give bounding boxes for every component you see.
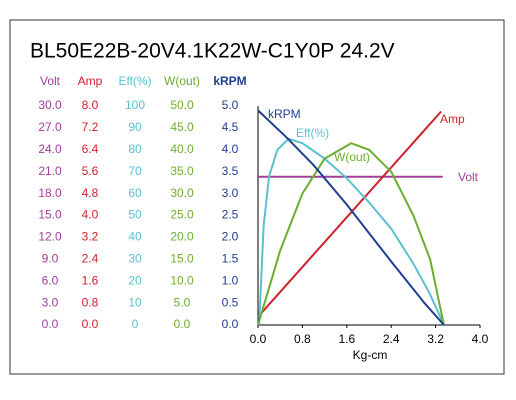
y-tick-label: 30.0 <box>38 98 62 112</box>
y-tick-label: 2.5 <box>222 208 239 222</box>
y-tick-label: 0.0 <box>82 317 99 331</box>
curve-label: W(out) <box>334 150 370 164</box>
curve-label: Amp <box>440 112 465 126</box>
x-tick-label: 1.6 <box>338 332 355 346</box>
x-tick-label: 2.4 <box>383 332 400 346</box>
x-tick-label: 3.2 <box>427 332 444 346</box>
y-tick-label: 40.0 <box>170 142 194 156</box>
y-tick-label: 7.2 <box>82 120 99 134</box>
x-tick-label: 0.8 <box>294 332 311 346</box>
y-tick-label: 3.5 <box>222 164 239 178</box>
curve-label: Eff(%) <box>296 126 329 140</box>
y-tick-label: 0.5 <box>222 295 239 309</box>
y-tick-label: 5.0 <box>174 295 191 309</box>
y-tick-label: 20 <box>128 273 142 287</box>
axis-header: W(out) <box>164 74 200 88</box>
y-tick-label: 70 <box>128 164 142 178</box>
y-tick-label: 12.0 <box>38 230 62 244</box>
y-tick-label: 90 <box>128 120 142 134</box>
y-tick-label: 0.8 <box>82 295 99 309</box>
y-tick-label: 0.0 <box>222 317 239 331</box>
y-tick-label: 3.0 <box>42 295 59 309</box>
x-axis-label: Kg-cm <box>353 348 388 362</box>
y-tick-label: 4.5 <box>222 120 239 134</box>
y-tick-label: 45.0 <box>170 120 194 134</box>
y-tick-label: 10 <box>128 295 142 309</box>
y-tick-label: 4.8 <box>82 186 99 200</box>
x-tick-label: 0.0 <box>250 332 267 346</box>
y-tick-label: 0.0 <box>174 317 191 331</box>
y-tick-label: 3.0 <box>222 186 239 200</box>
y-tick-label: 30.0 <box>170 186 194 200</box>
frame <box>9 19 505 375</box>
y-tick-label: 50.0 <box>170 98 194 112</box>
y-tick-label: 1.6 <box>82 273 99 287</box>
axis-header: Eff(%) <box>118 74 151 88</box>
y-tick-label: 2.0 <box>222 230 239 244</box>
curve-label: Volt <box>458 170 479 184</box>
y-tick-label: 40 <box>128 230 142 244</box>
y-tick-label: 15.0 <box>38 208 62 222</box>
chart-title: BL50E22B-20V4.1K22W-C1Y0P 24.2V <box>30 40 395 63</box>
curve <box>257 142 445 326</box>
curve-label: kRPM <box>268 107 301 121</box>
y-tick-label: 5.0 <box>222 98 239 112</box>
curve <box>257 110 442 318</box>
y-tick-label: 1.0 <box>222 273 239 287</box>
curve <box>257 109 445 326</box>
axis-header: Volt <box>40 74 61 88</box>
y-tick-label: 60 <box>128 186 142 200</box>
y-tick-label: 9.0 <box>42 251 59 265</box>
y-tick-label: 8.0 <box>82 98 99 112</box>
y-tick-label: 35.0 <box>170 164 194 178</box>
y-tick-label: 3.2 <box>82 230 99 244</box>
y-tick-label: 6.0 <box>42 273 59 287</box>
y-tick-label: 0.0 <box>42 317 59 331</box>
y-tick-label: 80 <box>128 142 142 156</box>
y-tick-label: 0 <box>132 317 139 331</box>
axis-header: kRPM <box>213 74 246 88</box>
y-tick-label: 10.0 <box>170 273 194 287</box>
y-tick-label: 18.0 <box>38 186 62 200</box>
y-tick-label: 5.6 <box>82 164 99 178</box>
y-tick-label: 100 <box>125 98 145 112</box>
y-tick-label: 21.0 <box>38 164 62 178</box>
y-tick-label: 1.5 <box>222 251 239 265</box>
y-tick-label: 24.0 <box>38 142 62 156</box>
axis-header: Amp <box>78 74 103 88</box>
y-tick-label: 6.4 <box>82 142 99 156</box>
y-tick-label: 2.4 <box>82 251 99 265</box>
y-tick-label: 25.0 <box>170 208 194 222</box>
y-tick-label: 4.0 <box>82 208 99 222</box>
y-tick-label: 15.0 <box>170 251 194 265</box>
y-tick-label: 20.0 <box>170 230 194 244</box>
y-tick-label: 30 <box>128 251 142 265</box>
x-tick-label: 4.0 <box>472 332 489 346</box>
y-tick-label: 50 <box>128 208 142 222</box>
y-tick-label: 27.0 <box>38 120 62 134</box>
y-tick-label: 4.0 <box>222 142 239 156</box>
